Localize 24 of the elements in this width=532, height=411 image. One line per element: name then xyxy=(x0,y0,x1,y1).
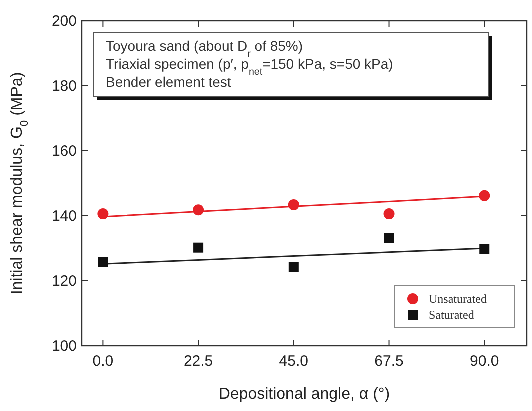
x-tick-label: 45.0 xyxy=(279,353,309,370)
y-tick-label: 180 xyxy=(52,78,77,95)
point xyxy=(194,242,204,253)
x-tick-label: 90.0 xyxy=(470,353,500,370)
x-tick-label: 0.0 xyxy=(92,353,114,370)
y-tick-label: 200 xyxy=(52,13,77,30)
point xyxy=(288,199,300,210)
y-tick-label: 100 xyxy=(52,338,77,355)
point xyxy=(384,208,395,220)
x-tick-label: 22.5 xyxy=(184,353,214,370)
y-tick-label: 160 xyxy=(52,143,77,160)
point xyxy=(384,233,394,244)
point xyxy=(98,257,108,268)
legend-label: Saturated xyxy=(429,308,474,322)
point xyxy=(98,208,109,220)
point xyxy=(288,262,299,272)
x-tick-label: 67.5 xyxy=(374,353,404,370)
point xyxy=(480,244,490,254)
y-tick-label: 120 xyxy=(52,273,77,290)
x-axis-title: Depositional angle, α (°) xyxy=(218,386,390,403)
legend-label: Unsaturated xyxy=(429,292,487,306)
point xyxy=(479,190,490,202)
y-tick-label: 140 xyxy=(52,208,77,225)
point xyxy=(193,204,204,216)
